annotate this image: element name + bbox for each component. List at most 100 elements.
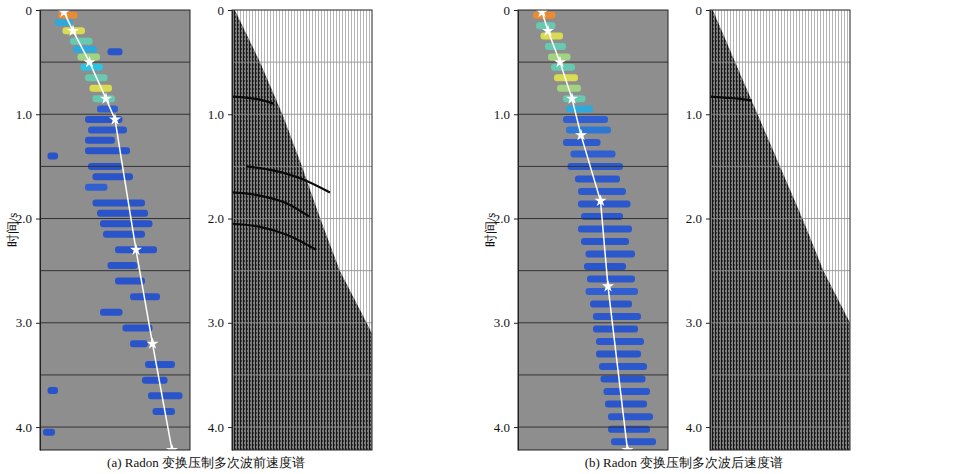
y-tick: 3.0 — [16, 315, 40, 330]
energy-blob — [48, 387, 59, 394]
y-tick: 1.0 — [16, 107, 40, 122]
gather-panel: 0 1.0 2.0 3.0 4.0 — [686, 3, 850, 451]
grid-line — [232, 270, 372, 271]
figure-group: 01.02.03.04.001.02.03.04.0时间/s(b) Radon … — [483, 3, 850, 470]
y-tick: 4.0 — [686, 420, 710, 435]
energy-blob — [48, 152, 59, 159]
energy-blob — [85, 137, 115, 144]
grid-line — [710, 427, 850, 428]
panel-frame — [710, 10, 850, 450]
grid-line — [232, 427, 372, 428]
tick-mark — [706, 323, 710, 324]
energy-blob — [575, 175, 620, 182]
tick-mark — [514, 323, 518, 324]
figure-group: 01.02.03.04.001.02.03.04.0时间/s(a) Radon … — [5, 3, 372, 470]
grid-line — [518, 322, 668, 323]
velocity-pick — [542, 25, 554, 36]
grid-line — [518, 270, 668, 271]
caption: (b) Radon 变换压制多次波后速度谱 — [585, 455, 784, 470]
tick-mark — [36, 10, 40, 11]
velocity-pick — [554, 56, 566, 67]
tick-mark — [514, 114, 518, 115]
energy-blob — [593, 313, 641, 320]
energy-blob — [596, 351, 641, 358]
energy-blob — [43, 429, 55, 436]
energy-blob — [130, 340, 148, 347]
gather-traces — [232, 10, 372, 450]
energy-blob — [97, 106, 118, 113]
tick-mark — [36, 427, 40, 428]
energy-blob — [70, 38, 93, 45]
energy-blob — [93, 173, 134, 180]
tick-label: 0 — [504, 3, 511, 18]
grid-line — [518, 166, 668, 167]
energy-blob — [148, 392, 183, 399]
y-axis: 0 1.0 2.0 3.0 4.0 — [686, 3, 711, 451]
y-tick: 2.0 — [686, 211, 710, 226]
tick-mark — [228, 219, 232, 220]
velocity-pick — [594, 194, 606, 205]
energy-blob — [93, 199, 146, 206]
y-tick: 4.0 — [208, 420, 232, 435]
y-tick: 0 — [504, 3, 519, 18]
axis-line — [40, 11, 41, 451]
tick-mark — [706, 427, 710, 428]
energy-blob — [586, 250, 636, 257]
reflection-event — [710, 97, 752, 101]
tick-mark — [706, 114, 710, 115]
tick-label: 1.0 — [686, 107, 702, 122]
tick-label: 1.0 — [16, 107, 32, 122]
energy-blob — [601, 376, 646, 383]
spectrum-background — [518, 10, 668, 450]
tick-mark — [228, 427, 232, 428]
velocity-pick-line — [542, 12, 628, 450]
energy-blob — [604, 388, 651, 395]
velocity-pick — [602, 280, 614, 291]
tick-label: 1.0 — [208, 107, 224, 122]
plot-area — [40, 10, 190, 450]
energy-blob — [605, 401, 647, 408]
y-tick: 2.0 — [208, 211, 232, 226]
grid-line — [710, 62, 850, 63]
grid-line — [40, 270, 190, 271]
velocity-pick — [566, 92, 578, 103]
energy-blob — [108, 262, 138, 269]
energy-blob — [584, 263, 626, 270]
tick-mark — [228, 323, 232, 324]
velocity-pick — [621, 444, 633, 450]
grid-line — [232, 62, 372, 63]
grid-line — [710, 166, 850, 167]
reflection-event — [232, 97, 274, 104]
velocity-pick — [166, 444, 178, 450]
tick-label: 3.0 — [208, 315, 224, 330]
tick-label: 3.0 — [494, 315, 510, 330]
energy-blob — [123, 325, 153, 332]
axis-line — [232, 11, 233, 451]
velocity-pick — [100, 92, 112, 103]
grid-line — [232, 374, 372, 375]
energy-blob — [142, 377, 168, 384]
tick-mark — [706, 10, 710, 11]
caption: (a) Radon 变换压制多次波前速度谱 — [107, 455, 305, 470]
grid-line — [518, 427, 668, 428]
grid-line — [40, 62, 190, 63]
tick-label: 3.0 — [686, 315, 702, 330]
energy-blob — [608, 413, 653, 420]
energy-blob — [97, 210, 148, 217]
velocity-pick — [146, 337, 158, 348]
tick-label: 0 — [696, 3, 703, 18]
y-tick: 1.0 — [494, 107, 518, 122]
grid-line — [232, 218, 372, 219]
energy-blob — [586, 288, 639, 295]
tick-label: 0 — [218, 3, 225, 18]
energy-blob — [85, 184, 108, 191]
plot-area — [710, 10, 850, 450]
spectrum-panel: 01.02.03.04.0 — [494, 3, 668, 455]
energy-blob — [100, 309, 123, 316]
energy-blob — [145, 361, 175, 368]
gather-background — [710, 10, 850, 450]
tick-label: 1.0 — [494, 107, 510, 122]
tick-label: 4.0 — [208, 420, 224, 435]
reflection-event — [232, 192, 309, 216]
y-axis: 0 1.0 2.0 3.0 4.0 — [208, 3, 233, 451]
